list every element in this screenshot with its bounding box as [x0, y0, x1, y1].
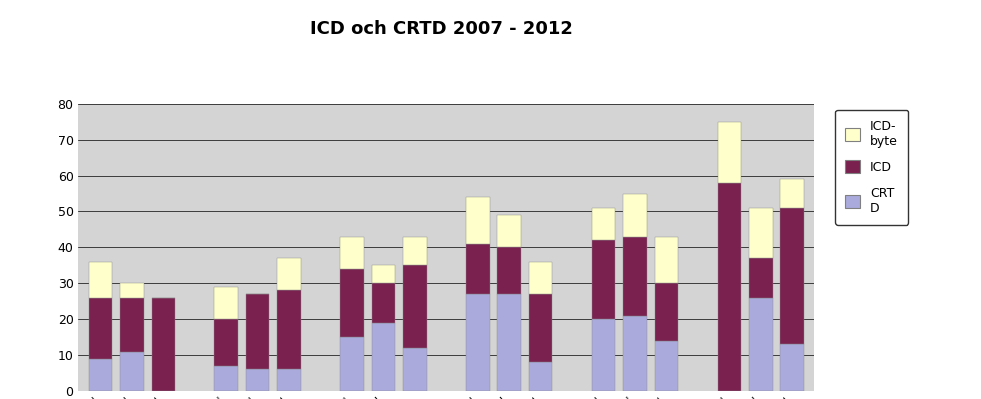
Bar: [403, 237, 427, 265]
Bar: [120, 283, 144, 298]
Bar: [781, 344, 804, 391]
Bar: [717, 122, 741, 183]
Bar: [340, 237, 364, 269]
Legend: ICD-
byte, ICD, CRT
D: ICD- byte, ICD, CRT D: [835, 110, 908, 225]
Bar: [152, 298, 176, 391]
Bar: [749, 298, 773, 391]
Bar: [497, 247, 521, 294]
Bar: [623, 194, 646, 237]
Bar: [278, 369, 301, 391]
Bar: [592, 240, 615, 319]
Bar: [529, 294, 552, 362]
Bar: [215, 287, 238, 319]
Bar: [749, 208, 773, 258]
Bar: [403, 348, 427, 391]
Bar: [215, 319, 238, 366]
Bar: [781, 208, 804, 344]
Bar: [654, 341, 678, 391]
Bar: [749, 258, 773, 298]
Bar: [88, 298, 112, 359]
Bar: [623, 237, 646, 316]
Bar: [246, 369, 270, 391]
Bar: [88, 359, 112, 391]
Bar: [592, 208, 615, 240]
Text: ICD och CRTD 2007 - 2012: ICD och CRTD 2007 - 2012: [310, 20, 573, 38]
Bar: [466, 244, 490, 294]
Bar: [466, 294, 490, 391]
Bar: [497, 294, 521, 391]
Bar: [215, 366, 238, 391]
Bar: [278, 290, 301, 369]
Bar: [372, 323, 395, 391]
Bar: [340, 337, 364, 391]
Bar: [654, 237, 678, 283]
Bar: [781, 179, 804, 208]
Bar: [592, 319, 615, 391]
Bar: [372, 283, 395, 323]
Bar: [654, 283, 678, 341]
Bar: [340, 269, 364, 337]
Bar: [278, 258, 301, 290]
Bar: [529, 262, 552, 294]
Bar: [466, 197, 490, 244]
Bar: [372, 265, 395, 283]
Bar: [120, 298, 144, 352]
Bar: [88, 262, 112, 298]
Bar: [623, 316, 646, 391]
Bar: [497, 215, 521, 247]
Bar: [717, 183, 741, 391]
Bar: [403, 265, 427, 348]
Bar: [120, 352, 144, 391]
Bar: [246, 294, 270, 369]
Bar: [529, 362, 552, 391]
